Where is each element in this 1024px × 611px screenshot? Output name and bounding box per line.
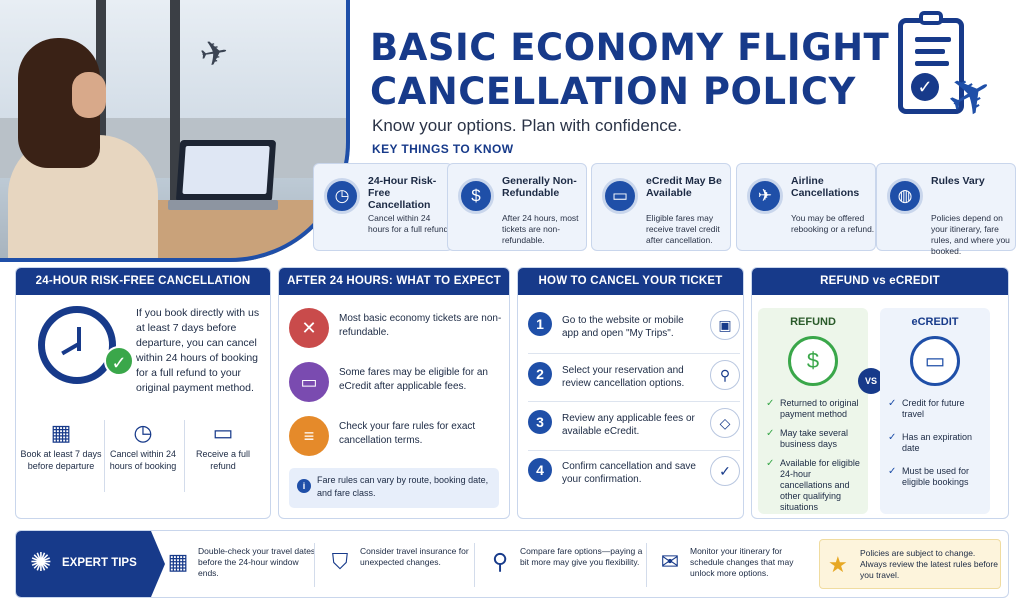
mini-item-label: Cancel within 24 hours of booking — [109, 449, 177, 471]
tip-item: ▦ Double-check your travel dates before … — [164, 543, 319, 587]
airplane-icon: ✈ — [747, 178, 783, 214]
step-text: Review any applicable fees or available … — [562, 413, 695, 437]
after-item-text: Check your fare rules for exact cancella… — [339, 421, 476, 446]
document-icon: ≡ — [289, 416, 329, 456]
expert-tips-label: EXPERT TIPS — [62, 557, 137, 569]
key-card-desc: After 24 hours, most tickets are non-ref… — [502, 213, 579, 245]
ecredit-item: ✓ Credit for future travel — [888, 398, 965, 419]
key-card-rules-vary: ◍ Rules Vary Policies depend on your iti… — [876, 163, 1016, 256]
globe-icon: ◍ — [887, 178, 923, 214]
search-icon: ⚲ — [710, 360, 740, 390]
step-number: 4 — [528, 458, 552, 482]
clock-icon: ◷ — [133, 420, 153, 445]
star-icon: ★ — [828, 552, 848, 577]
panel-after-24-hours: AFTER 24 HOURS: WHAT TO EXPECT ✕ Most ba… — [278, 267, 510, 519]
key-card-nonrefundable: $ Generally Non-Refundable After 24 hour… — [447, 163, 587, 251]
clipboard-icon: ✓ — [898, 11, 964, 114]
panel-title: HOW TO CANCEL YOUR TICKET — [518, 268, 743, 295]
tip-text: Consider travel insurance for unexpected… — [360, 546, 469, 567]
step-number: 1 — [528, 312, 552, 336]
key-card-title: Airline Cancellations — [791, 175, 860, 199]
key-card-24hour: ◷ 24-Hour Risk-Free Cancellation Cancel … — [313, 163, 453, 251]
panel-title: 24-HOUR RISK-FREE CANCELLATION — [16, 268, 270, 295]
key-card-desc: Eligible fares may receive travel credit… — [646, 213, 720, 245]
ecredit-title: eCREDIT — [911, 316, 959, 328]
step-number: 3 — [528, 410, 552, 434]
calendar-icon: ▦ — [50, 420, 72, 445]
tip-item: ⛉ Consider travel insurance for unexpect… — [326, 543, 476, 587]
shield-check-icon: ⛉ — [331, 549, 349, 574]
panel-how-to-cancel: HOW TO CANCEL YOUR TICKET 1 Go to the we… — [517, 267, 744, 519]
ecredit-item: ✓ Has an expiration date — [888, 432, 973, 453]
expert-tips-tag: ✺ EXPERT TIPS — [16, 531, 165, 597]
panel-24-hour: 24-HOUR RISK-FREE CANCELLATION ✓ If you … — [15, 267, 271, 519]
mini-item-cancel-24h: ◷ Cancel within 24 hours of booking — [102, 418, 184, 472]
clock-icon: ◷ — [324, 178, 360, 214]
refund-item: ✓ Available for eligible 24-hour cancella… — [766, 458, 860, 512]
info-icon: i — [297, 479, 311, 493]
refund-item: ✓ Returned to original payment method — [766, 398, 859, 419]
page-title-line2: CANCELLATION POLICY — [370, 70, 856, 113]
refund-title: REFUND — [790, 316, 836, 328]
mini-item-label: Book at least 7 days before departure — [20, 449, 102, 471]
key-card-title: eCredit May Be Available — [646, 175, 722, 199]
mail-icon: ✉ — [660, 549, 680, 574]
wallet-icon: ▭ — [602, 178, 638, 214]
after-item-text: Some fares may be eligible for an eCredi… — [339, 367, 488, 392]
credit-card-icon: ▭ — [910, 336, 960, 386]
after-item-text: Most basic economy tickets are non-refun… — [339, 313, 502, 338]
step-text: Go to the website or mobile app and open… — [562, 315, 684, 339]
key-card-ecredit: ▭ eCredit May Be Available Eligible fare… — [591, 163, 731, 251]
fare-rules-note: i Fare rules can vary by route, booking … — [289, 468, 499, 508]
key-card-desc: You may be offered rebooking or a refund… — [791, 213, 875, 234]
mini-item-full-refund: ▭ Receive a full refund — [182, 418, 264, 472]
step-text: Select your reservation and review cance… — [562, 365, 685, 389]
key-card-desc: Cancel within 24 hours for a full refund… — [368, 213, 451, 234]
check-icon: ✓ — [104, 346, 134, 376]
panel-24-hour-text: If you book directly with us at least 7 … — [136, 307, 260, 394]
key-card-desc: Policies depend on your itinerary, fare … — [931, 213, 1010, 256]
fare-rules-note-text: Fare rules can vary by route, booking da… — [317, 475, 489, 498]
key-card-title: Generally Non-Refundable — [502, 175, 577, 199]
page-title-line1: BASIC ECONOMY FLIGHT — [370, 26, 890, 69]
wallet-icon: ▭ — [289, 362, 329, 402]
panel-title: REFUND vs eCREDIT — [752, 268, 1008, 295]
tag-icon: ◇ — [710, 408, 740, 438]
lightbulb-icon: ✺ — [30, 547, 52, 577]
check-circle-icon: ✓ — [710, 456, 740, 486]
clock-icon — [38, 306, 116, 384]
search-icon: ⚲ — [491, 549, 509, 574]
key-card-title: 24-Hour Risk-Free Cancellation — [368, 175, 437, 211]
mini-item-book-early: ▦ Book at least 7 days before departure — [20, 418, 102, 472]
mini-item-label: Receive a full refund — [195, 449, 251, 471]
policy-change-note-text: Policies are subject to change. Always r… — [860, 548, 998, 580]
tip-text: Double-check your travel dates before th… — [198, 546, 316, 578]
key-card-airline-cancellations: ✈ Airline Cancellations You may be offer… — [736, 163, 876, 251]
calendar-icon: ▦ — [167, 549, 189, 574]
ecredit-item: ✓ Must be used for eligible bookings — [888, 466, 970, 487]
step-number: 2 — [528, 362, 552, 386]
policy-change-note: ★ Policies are subject to change. Always… — [819, 539, 1001, 589]
refund-box: REFUND $ ✓ Returned to original payment m… — [758, 308, 868, 514]
expert-tips-bar: ✺ EXPERT TIPS ▦ Double-check your travel… — [15, 530, 1009, 598]
credit-card-icon: ▭ — [212, 420, 234, 445]
page-subtitle: Know your options. Plan with confidence. — [372, 116, 682, 135]
refund-item: ✓ May take several business days — [766, 428, 849, 449]
monitor-icon: ▣ — [710, 310, 740, 340]
step-text: Confirm cancellation and save your confi… — [562, 461, 696, 485]
money-icon: $ — [788, 336, 838, 386]
x-circle-icon: ✕ — [289, 308, 329, 348]
key-things-title: KEY THINGS TO KNOW — [372, 142, 514, 156]
panel-title: AFTER 24 HOURS: WHAT TO EXPECT — [279, 268, 509, 295]
tip-text: Compare fare options—paying a bit more m… — [520, 546, 643, 567]
ecredit-box: eCREDIT ▭ ✓ Credit for future travel ✓ Has… — [880, 308, 990, 514]
tip-item: ✉ Monitor your itinerary for schedule ch… — [656, 543, 811, 587]
tip-text: Monitor your itinerary for schedule chan… — [690, 546, 794, 578]
key-card-title: Rules Vary — [931, 175, 985, 187]
hero-photo: ✈ — [0, 0, 350, 262]
dollar-document-icon: $ — [458, 178, 494, 214]
vs-badge: VS — [858, 368, 884, 394]
panel-refund-vs-ecredit: REFUND vs eCREDIT REFUND $ ✓ Returned to … — [751, 267, 1009, 519]
tip-item: ⚲ Compare fare options—paying a bit more… — [486, 543, 648, 587]
